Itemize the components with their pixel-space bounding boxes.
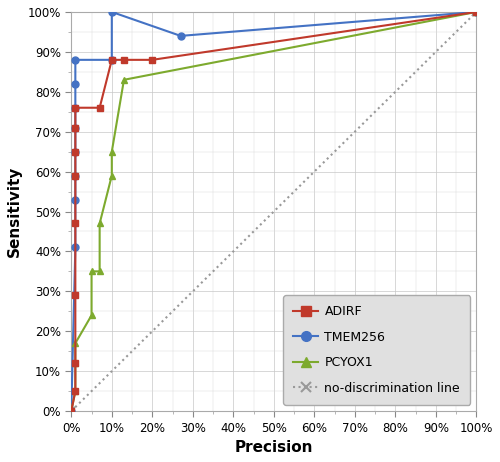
Y-axis label: Sensitivity: Sensitivity	[7, 166, 22, 257]
X-axis label: Precision: Precision	[234, 440, 313, 455]
Legend: ADIRF, TMEM256, PCYOX1, no-discrimination line: ADIRF, TMEM256, PCYOX1, no-discriminatio…	[283, 295, 470, 405]
